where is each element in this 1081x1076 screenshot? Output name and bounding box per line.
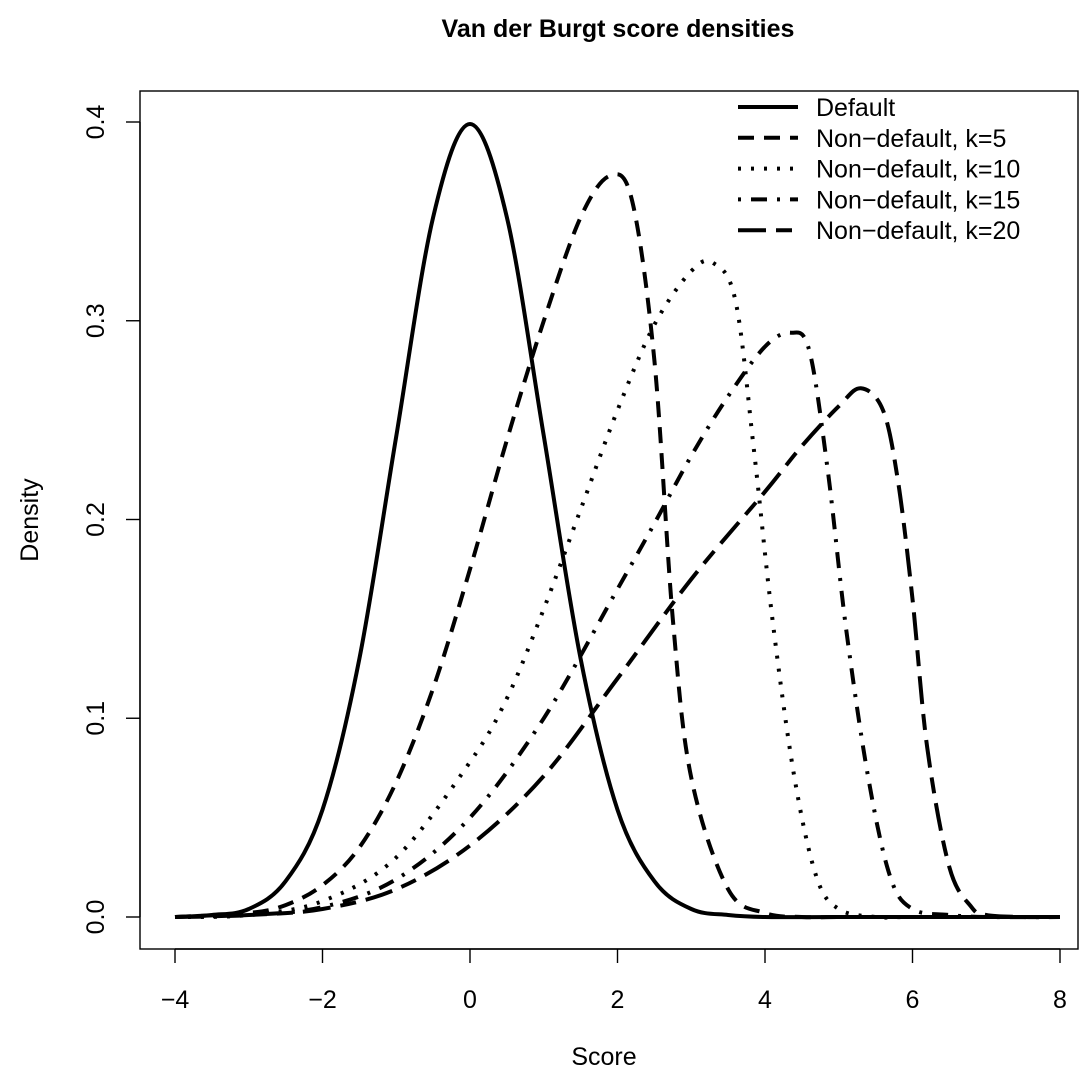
series-line-5	[174, 386, 1061, 920]
plot-area	[174, 122, 1061, 920]
y-axis-label: Density	[16, 478, 44, 562]
y-tick-label: 0.4	[82, 105, 110, 140]
x-axis-label: Score	[571, 1043, 636, 1071]
x-tick-label: 8	[1053, 986, 1067, 1014]
x-tick-label: 0	[463, 986, 477, 1014]
series-line-1	[174, 122, 1060, 920]
y-tick-label: 0.1	[82, 701, 110, 736]
legend-label-3: Non−default, k=10	[816, 156, 1020, 184]
series-line-2	[174, 172, 1060, 920]
y-tick-label: 0.2	[82, 502, 110, 537]
chart-title: Van der Burgt score densities	[442, 15, 795, 43]
legend-label-4: Non−default, k=15	[816, 186, 1020, 214]
legend-label-2: Non−default, k=5	[816, 125, 1006, 153]
series-line-3	[174, 258, 1060, 920]
x-tick-label: 2	[611, 986, 625, 1014]
y-tick-label: 0.0	[82, 900, 110, 935]
x-tick-label: 6	[906, 986, 920, 1014]
x-tick-label: 4	[758, 986, 772, 1014]
x-tick-label: −4	[161, 986, 190, 1014]
legend-label-5: Non−default, k=20	[816, 217, 1020, 245]
x-tick-label: −2	[308, 986, 337, 1014]
legend-label-1: Default	[816, 94, 895, 122]
series-line-4	[174, 330, 1061, 920]
y-tick-label: 0.3	[82, 303, 110, 338]
x-axis: −4 −2 0 2 4 6 8	[161, 948, 1067, 1014]
legend: Default Non−default, k=5 Non−default, k=10…	[738, 94, 1020, 245]
y-axis: 0.0 0.1 0.2 0.3 0.4	[82, 105, 141, 935]
